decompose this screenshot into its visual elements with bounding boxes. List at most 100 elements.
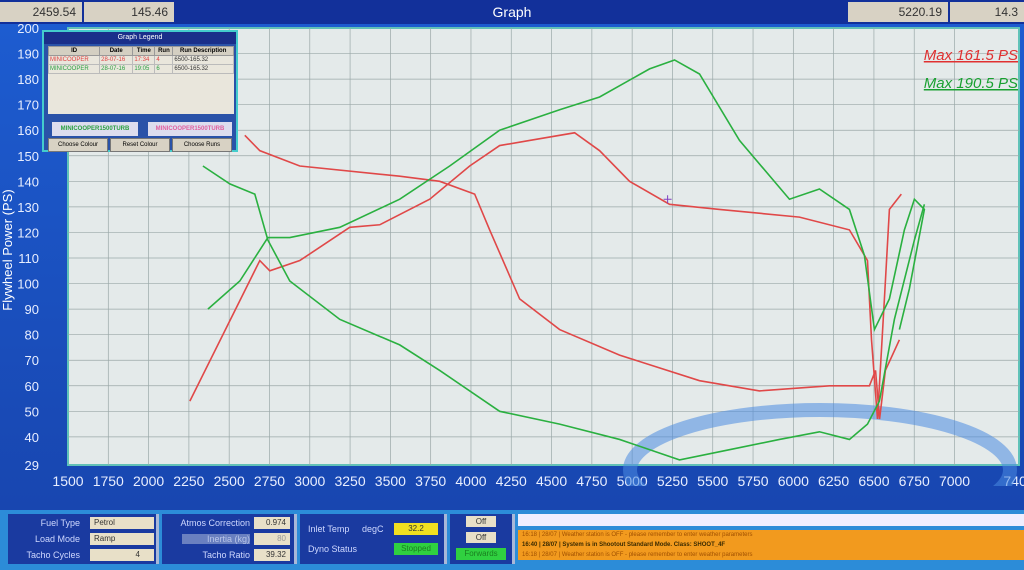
y-tick-label: 29 (25, 458, 39, 473)
off-button-2[interactable]: Off (466, 532, 496, 543)
off-button-1[interactable]: Off (466, 516, 496, 527)
cell: 6 (154, 64, 174, 74)
fuel-type-field[interactable]: Petrol (90, 517, 154, 529)
legend-title: Graph Legend (44, 32, 236, 44)
max-power-label: Max 161.5 PS (924, 47, 1018, 64)
load-mode-label: Load Mode (34, 534, 80, 544)
x-tick-label: 3250 (334, 473, 365, 486)
inlet-temp-label: Inlet Temp (308, 524, 350, 534)
y-tick-label: 190 (17, 47, 39, 62)
series-line (202, 165, 926, 461)
y-axis-label: Flywheel Power (PS) (0, 189, 15, 310)
y-tick-label: 150 (17, 149, 39, 164)
reset-colour-button[interactable]: Reset Colour (110, 138, 170, 152)
dyno-status-value: Stopped (394, 543, 438, 555)
max-power-label: Max 190.5 PS (924, 75, 1018, 92)
inlet-temp-value: 32.2 (394, 523, 438, 535)
readout-rpm: 2459.54 (0, 2, 82, 22)
series-line (189, 131, 902, 420)
y-tick-label: 40 (25, 430, 39, 445)
x-tick-label: 5250 (657, 473, 688, 486)
window-title: Graph (492, 4, 532, 20)
graph-legend-panel[interactable]: Graph Legend ID Date Time Run Run Descriptio… (42, 30, 238, 152)
run-id-box-green: MINICOOPER1500TURB (52, 122, 138, 136)
x-tick-label: 1750 (93, 473, 124, 486)
x-tick-label: 7000 (939, 473, 970, 486)
status-panel: Fuel Type Petrol Load Mode Ramp Tacho Cy… (0, 510, 1024, 570)
tacho-cycles-select[interactable]: 4 (90, 549, 154, 561)
x-tick-label: 5750 (737, 473, 768, 486)
x-tick-label: 3750 (415, 473, 446, 486)
readout-power: 145.46 (84, 2, 174, 22)
tacho-cycles-label: Tacho Cycles (26, 550, 80, 560)
fuel-panel: Fuel Type Petrol Load Mode Ramp Tacho Cy… (8, 514, 159, 564)
legend-row[interactable]: MINICOOPER 28-07-16 19:05 6 6500-165.32 (47, 64, 234, 74)
correction-panel: Atmos Correction 0.974 Inertia (kg) 80 T… (162, 514, 297, 564)
cell: MINICOOPER (47, 64, 101, 74)
y-tick-label: 170 (17, 98, 39, 113)
x-tick-label: 2750 (254, 473, 285, 486)
choose-runs-button[interactable]: Choose Runs (172, 138, 232, 152)
x-tick-label: 3000 (294, 473, 325, 486)
x-tick-label: 2250 (173, 473, 204, 486)
y-tick-label: 50 (25, 404, 39, 419)
cell: 28-07-16 (99, 55, 134, 65)
fuel-type-label: Fuel Type (40, 518, 80, 528)
cell: 6500-165.32 (172, 64, 234, 74)
tacho-ratio-label: Tacho Ratio (202, 550, 250, 560)
x-tick-label: 4250 (496, 473, 527, 486)
y-tick-label: 130 (17, 200, 39, 215)
inlet-unit-label: degC (362, 524, 384, 534)
cell: 4 (154, 55, 174, 65)
y-tick-label: 140 (17, 174, 39, 189)
legend-empty-area (48, 74, 234, 114)
cell: 19:05 (132, 64, 156, 74)
direction-button[interactable]: Forwards (456, 548, 506, 560)
x-tick-label: 6750 (899, 473, 930, 486)
cell: MINICOOPER (47, 55, 101, 65)
y-tick-label: 60 (25, 379, 39, 394)
legend-row[interactable]: MINICOOPER 28-07-16 17:34 4 6500-165.32 (47, 55, 234, 65)
legend-table: ID Date Time Run Run Description MINICOOPER 2… (47, 46, 234, 74)
dyno-status-label: Dyno Status (308, 544, 358, 554)
y-tick-label: 100 (17, 277, 39, 292)
cursor-cross-icon (663, 195, 672, 204)
cell: 17:34 (132, 55, 156, 65)
col-date: Date (99, 46, 134, 56)
y-tick-label: 120 (17, 225, 39, 240)
x-tick-label: 6500 (858, 473, 889, 486)
control-panel: Off Off Forwards (450, 514, 515, 564)
inertia-label: Inertia (kg) (182, 534, 250, 544)
load-mode-select[interactable]: Ramp (90, 533, 154, 545)
atmos-label: Atmos Correction (180, 518, 250, 528)
y-tick-label: 70 (25, 353, 39, 368)
atmos-field[interactable]: 0.974 (254, 517, 290, 529)
progress-bar (518, 514, 1024, 526)
x-tick-label: 5500 (697, 473, 728, 486)
cell: 28-07-16 (99, 64, 134, 74)
x-tick-label: 6250 (818, 473, 849, 486)
x-tick-label: 6000 (778, 473, 809, 486)
message-line: 16:40 | 28/07 | System is in Shootout St… (518, 540, 1024, 550)
series-line (244, 134, 901, 420)
message-line: 16:18 | 28/07 | Weather station is OFF -… (518, 550, 1024, 560)
dyno-panel: Inlet Temp degC 32.2 Dyno Status Stopped (300, 514, 447, 564)
x-tick-label: 4500 (536, 473, 567, 486)
y-tick-label: 90 (25, 302, 39, 317)
x-tick-label: 4750 (576, 473, 607, 486)
col-time: Time (132, 46, 156, 56)
tacho-ratio-field[interactable]: 39.32 (254, 549, 290, 561)
y-tick-label: 110 (18, 251, 39, 266)
message-line: 16:18 | 28/07 | Weather station is OFF -… (518, 530, 1024, 540)
cell: 6500-165.32 (172, 55, 234, 65)
run-id-box-pink: MINICOOPER1500TURB (148, 122, 232, 136)
readout-cursor-power: 14.3 (950, 2, 1024, 22)
x-tick-label: 2000 (133, 473, 164, 486)
col-run: Run (154, 46, 174, 56)
x-tick-label: 1500 (52, 473, 83, 486)
x-tick-label: 2500 (214, 473, 245, 486)
x-tick-label: 4000 (455, 473, 486, 486)
col-desc: Run Description (172, 46, 234, 56)
choose-colour-button[interactable]: Choose Colour (48, 138, 108, 152)
y-tick-label: 200 (17, 21, 39, 36)
